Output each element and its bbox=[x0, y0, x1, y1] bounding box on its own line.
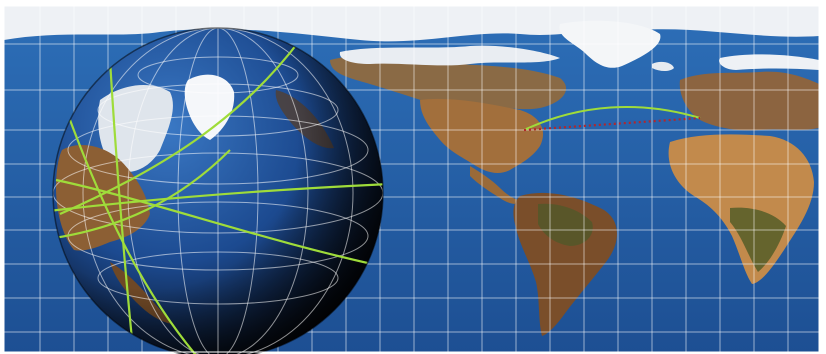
globe-routes bbox=[53, 39, 383, 354]
africa-green bbox=[730, 207, 786, 272]
amazon-green bbox=[538, 203, 593, 246]
central-america bbox=[470, 166, 524, 205]
iceland bbox=[652, 61, 674, 71]
great-circle-route-flat bbox=[523, 105, 701, 131]
flat-world-map bbox=[4, 6, 819, 352]
europe bbox=[679, 71, 819, 131]
globe-outline bbox=[52, 27, 384, 354]
arctic-ice bbox=[4, 6, 819, 42]
globe-inset bbox=[52, 27, 384, 354]
map-border bbox=[3, 5, 820, 353]
europe-north-ice bbox=[719, 54, 819, 70]
canada-ice bbox=[339, 45, 560, 66]
